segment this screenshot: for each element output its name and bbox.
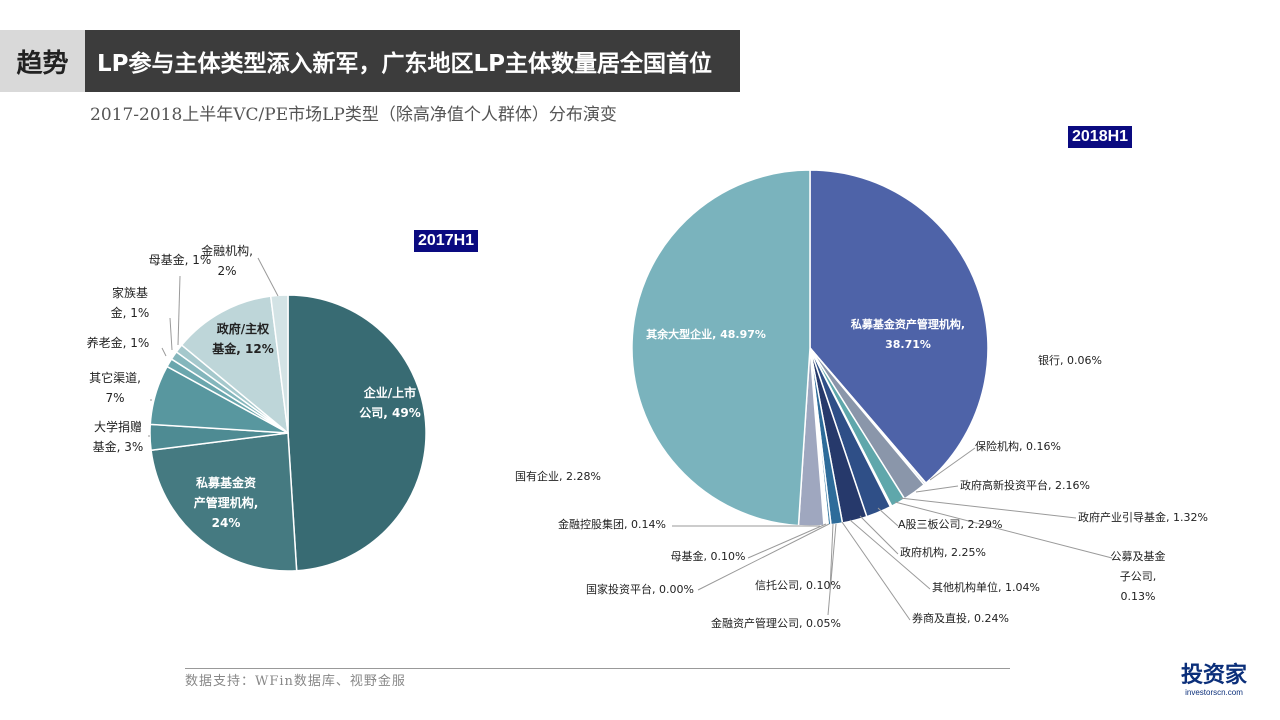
pie-2018-label-0: 私募基金资产管理机构, 38.71% <box>851 317 965 351</box>
pie-2017-label-3: 其它渠道, 7% <box>89 370 141 405</box>
section-tag: 趋势 <box>0 30 85 92</box>
logo-name: 投资家 <box>1180 663 1247 688</box>
pie-2018-label-5: 公募及基金子公司, 0.13% <box>1111 549 1166 603</box>
pie-2017-label-4: 养老金, 1% <box>87 335 150 350</box>
pie-2018-slice-16 <box>631 169 811 527</box>
pie-2017-slice-1 <box>150 432 298 572</box>
pie-2018-label-9: 券商及直投, 0.24% <box>912 611 1009 625</box>
pie-2018-leader-5 <box>894 501 1113 559</box>
pie-2017-label-7: 政府/主权基金, 12% <box>211 321 273 356</box>
pie-2018-leader-7 <box>859 515 899 555</box>
pie-2017-label-2: 大学捐赠基金, 3% <box>93 419 144 454</box>
pie-2017-title: 2017H1 <box>414 230 479 252</box>
pie-2017-label-5: 家族基金, 1% <box>111 285 150 320</box>
pie-2018-label-7: 政府机构, 2.25% <box>900 545 986 559</box>
pie-2018-label-3: 政府高新投资平台, 2.16% <box>960 478 1090 492</box>
pie-2017-label-6: 母基金, 1% <box>149 252 212 267</box>
pie-2018-leader-3 <box>915 485 959 493</box>
footer-divider <box>185 668 1010 669</box>
pie-2018-leader-11 <box>829 523 834 591</box>
pie-2018-leader-10 <box>827 523 837 616</box>
brand-logo[interactable]: 投资家 investorscn.com <box>1172 663 1256 698</box>
pie-2018-label-1: 银行, 0.06% <box>1038 353 1102 367</box>
pie-2018-label-13: 母基金, 0.10% <box>671 549 746 563</box>
pie-2017: 企业/上市公司, 49% 私募基金资产管理机构, 24% 大学捐赠基金, 3% 其它渠道… <box>87 243 427 572</box>
pie-2018-leader-12 <box>697 523 830 591</box>
pie-2017-leader-5 <box>169 317 173 351</box>
pie-2018-label-15: 国有企业, 2.28% <box>515 469 601 483</box>
page-title: LP参与主体类型添入新军，广东地区LP主体数量居全国首位 <box>85 30 740 92</box>
pie-2018-leader-13 <box>747 523 827 559</box>
pie-2018-label-14: 金融控股集团, 0.14% <box>558 517 666 531</box>
pie-2017-label-8: 金融机构, 2% <box>201 243 253 278</box>
pie-2018: 私募基金资产管理机构, 38.71% 银行, 0.06% 保险机构, 0.16% 政府高… <box>515 169 1208 630</box>
pie-2018-label-11: 信托公司, 0.10% <box>755 578 841 592</box>
pie-2017-slice-8 <box>269 294 289 434</box>
pie-2018-leader-4 <box>899 497 1077 519</box>
logo-url: investorscn.com <box>1185 688 1243 697</box>
pie-2017-leader-8 <box>257 257 279 297</box>
pie-2018-leader-8 <box>849 519 931 590</box>
pie-2018-label-12: 国家投资平台, 0.00% <box>586 582 694 596</box>
pie-2018-label-8: 其他机构单位, 1.04% <box>932 580 1040 594</box>
pie-2017-slice-7 <box>180 295 289 435</box>
data-source: 数据支持：WFin数据库、视野金服 <box>185 674 406 689</box>
pie-2017-slice-0 <box>287 294 427 572</box>
pie-2017-label-0: 企业/上市公司, 49% <box>359 385 420 420</box>
pie-2018-slice-0 <box>809 169 989 485</box>
pie-2017-label-1: 私募基金资产管理机构, 24% <box>194 475 259 530</box>
pie-2017-leader-4 <box>161 347 167 357</box>
pie-2018-leader-2 <box>929 447 976 481</box>
pie-2018-leader-9 <box>841 521 911 621</box>
pie-2017-leader-6 <box>177 275 181 346</box>
pie-2018-label-4: 政府产业引导基金, 1.32% <box>1078 510 1208 524</box>
pie-2018-label-16: 其余大型企业, 48.97% <box>646 327 766 341</box>
chart-subtitle: 2017-2018上半年VC/PE市场LP类型（除高净值个人群体）分布演变 <box>90 105 617 125</box>
pie-2018-title: 2018H1 <box>1068 126 1133 148</box>
pie-2018-label-2: 保险机构, 0.16% <box>975 439 1061 453</box>
pie-2018-label-10: 金融资产管理公司, 0.05% <box>711 616 841 630</box>
pie-2018-leader-6 <box>877 507 899 527</box>
pie-2018-label-6: A股三板公司, 2.29% <box>898 517 1002 531</box>
